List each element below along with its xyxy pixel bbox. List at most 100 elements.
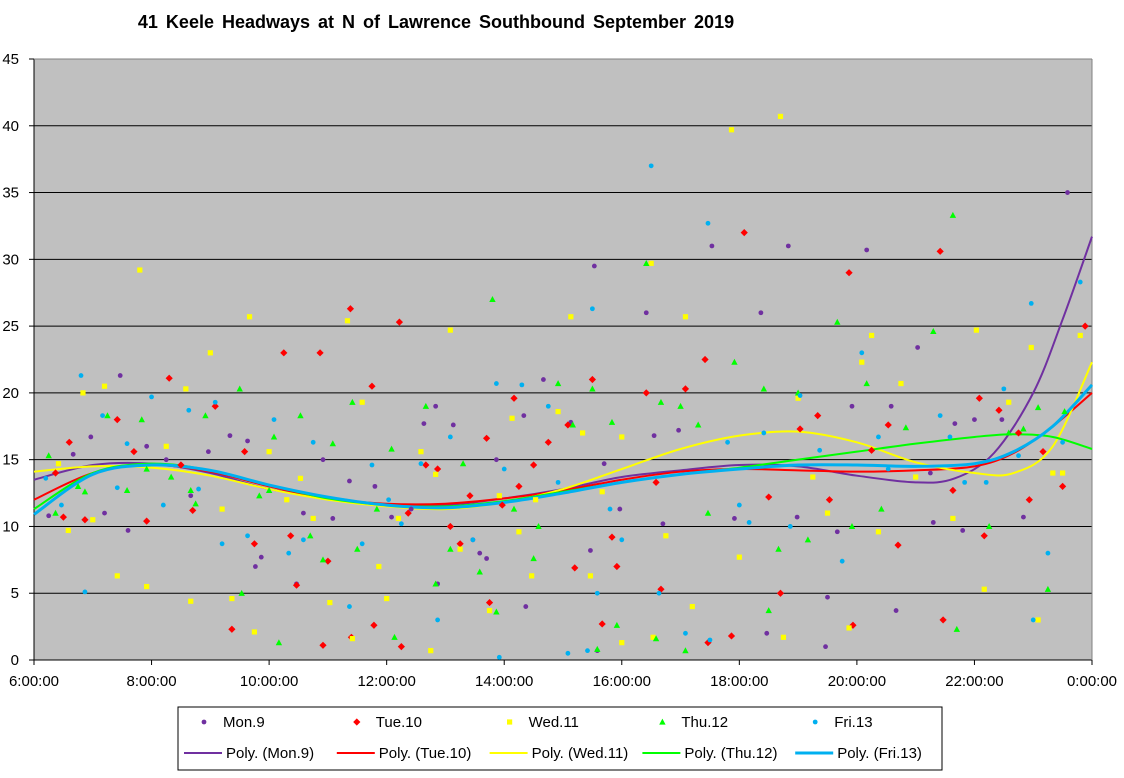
data-point: [930, 520, 936, 525]
data-point: [864, 247, 870, 253]
data-point: [859, 359, 865, 365]
data-point: [372, 483, 378, 489]
data-point: [395, 318, 404, 326]
data-point: [849, 403, 855, 409]
data-point: [939, 616, 947, 624]
data-point: [187, 486, 194, 493]
data-point: [1044, 585, 1052, 592]
data-point: [701, 355, 709, 364]
data-point: [310, 515, 316, 522]
data-point: [894, 541, 902, 549]
data-point: [972, 417, 977, 422]
series-1: [51, 229, 1089, 651]
data-point: [859, 350, 865, 356]
plot-area: [34, 59, 1092, 660]
data-point: [1060, 439, 1066, 445]
data-point: [1035, 617, 1041, 623]
data-point: [347, 604, 352, 609]
data-point: [125, 528, 131, 533]
data-point: [1005, 429, 1012, 436]
data-point: [683, 630, 688, 636]
series-3: [45, 211, 1068, 654]
data-point: [846, 625, 852, 631]
legend-label: Thu.12: [681, 714, 728, 731]
data-point: [46, 513, 52, 519]
data-point: [104, 412, 111, 419]
data-point: [446, 522, 454, 531]
data-point: [650, 634, 656, 640]
data-point: [102, 510, 107, 516]
y-tick-label: 40: [2, 118, 19, 135]
data-point: [1020, 425, 1027, 432]
data-point: [780, 634, 787, 640]
data-point: [219, 506, 225, 512]
data-point: [256, 492, 263, 499]
data-point: [823, 644, 828, 650]
data-point: [775, 545, 782, 552]
data-point: [677, 402, 684, 409]
data-point: [189, 506, 197, 515]
data-point: [643, 310, 649, 316]
data-point: [100, 413, 105, 418]
data-point: [885, 466, 891, 472]
data-point: [78, 373, 84, 378]
data-point: [599, 489, 605, 495]
data-point: [80, 390, 86, 396]
data-point: [794, 514, 800, 520]
data-point: [868, 332, 875, 339]
data-point: [81, 488, 89, 495]
data-point: [236, 385, 243, 392]
data-point: [320, 457, 326, 463]
data-point: [404, 509, 412, 517]
data-point: [43, 475, 49, 481]
data-point: [52, 509, 59, 516]
trendline-2: [33, 361, 1093, 511]
data-point: [456, 540, 464, 548]
data-point: [144, 583, 150, 590]
data-point: [544, 438, 552, 446]
data-point: [346, 305, 355, 313]
data-point: [704, 509, 712, 516]
data-point: [758, 310, 764, 316]
data-point: [143, 465, 150, 472]
data-point: [642, 389, 650, 397]
data-point: [354, 545, 361, 552]
data-point: [510, 394, 518, 402]
data-point: [952, 421, 958, 427]
data-point: [368, 382, 376, 390]
x-tick-label: 22:00:00: [945, 673, 1003, 690]
data-point: [114, 573, 120, 579]
data-point: [1081, 322, 1089, 330]
data-point: [349, 398, 356, 405]
data-point: [398, 521, 404, 527]
data-point: [810, 474, 816, 480]
data-point: [613, 621, 621, 628]
data-point: [681, 385, 690, 393]
data-point: [388, 445, 395, 452]
data-point: [587, 573, 594, 579]
data-point: [1077, 279, 1083, 285]
data-point: [607, 506, 613, 512]
data-point: [884, 421, 892, 429]
data-point: [598, 620, 606, 628]
trendline-0: [33, 236, 1093, 507]
data-point: [867, 446, 876, 454]
data-point: [999, 417, 1005, 422]
data-point: [1006, 399, 1012, 405]
x-tick-label: 8:00:00: [127, 673, 177, 690]
data-point: [489, 296, 496, 302]
data-point: [245, 533, 250, 539]
data-point: [59, 513, 67, 521]
data-point: [927, 470, 933, 476]
data-point: [484, 556, 489, 561]
data-point: [433, 471, 439, 477]
data-point: [344, 318, 351, 324]
data-point: [432, 580, 439, 587]
data-point: [915, 345, 921, 350]
data-point: [493, 457, 499, 463]
data-point: [271, 417, 277, 422]
data-point: [1028, 344, 1034, 351]
data-point: [601, 461, 607, 467]
data-point: [1045, 550, 1051, 556]
data-point: [65, 438, 73, 446]
